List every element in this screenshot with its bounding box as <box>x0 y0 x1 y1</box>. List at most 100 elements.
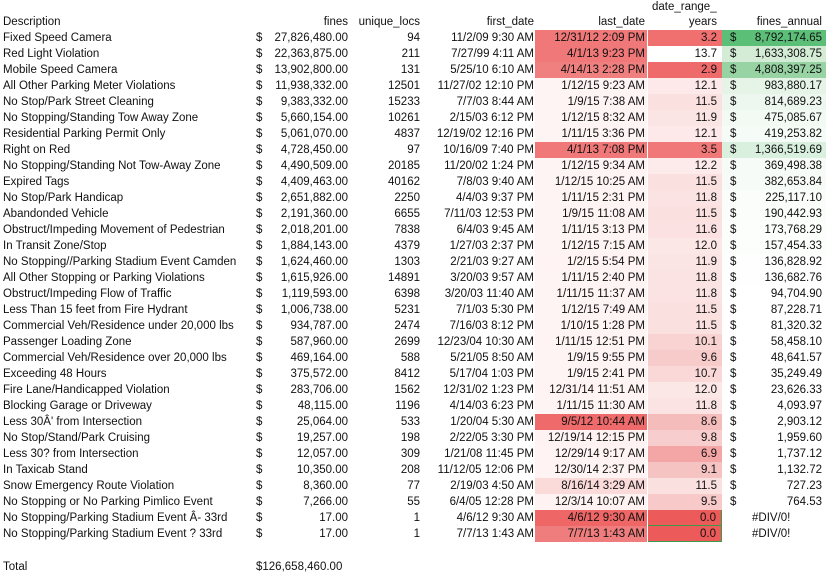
cell-last-date[interactable]: 1/9/15 2:41 PM <box>535 366 647 382</box>
cell-description[interactable]: No Stop/Park Street Cleaning <box>3 96 154 108</box>
cell-unique-locs[interactable]: 4379 <box>394 240 420 252</box>
cell-first-date[interactable]: 1/27/03 2:37 PM <box>449 240 534 252</box>
cell-unique-locs[interactable]: 2474 <box>394 320 420 332</box>
cell-first-date[interactable]: 12/19/02 12:16 PM <box>436 128 534 140</box>
cell-first-date[interactable]: 6/4/05 12:28 PM <box>449 496 534 508</box>
cell-first-date[interactable]: 3/20/03 9:57 AM <box>450 272 534 284</box>
cell-last-date[interactable]: 12/29/14 9:17 AM <box>535 446 647 462</box>
cell-fines[interactable]: 5,660,154.00 <box>280 112 348 124</box>
cell-first-date[interactable]: 10/16/09 7:40 PM <box>443 144 534 156</box>
cell-fines-annual[interactable]: $94,704.90 <box>722 286 826 302</box>
cell-unique-locs[interactable]: 8412 <box>394 368 420 380</box>
cell-last-date[interactable]: 1/12/15 7:15 AM <box>535 238 647 254</box>
cell-years[interactable]: 0.0 <box>648 510 722 526</box>
cell-first-date[interactable]: 4/14/03 6:23 PM <box>449 400 534 412</box>
cell-years[interactable]: 12.0 <box>648 382 722 398</box>
cell-fines[interactable]: 17.00 <box>319 528 348 540</box>
cell-last-date[interactable]: 1/11/15 3:36 PM <box>535 126 647 142</box>
cell-last-date[interactable]: 1/11/15 2:40 PM <box>535 270 647 286</box>
cell-description[interactable]: Commercial Veh/Residence over 20,000 lbs <box>3 352 227 364</box>
cell-first-date[interactable]: 7/7/13 1:43 AM <box>456 528 534 540</box>
cell-description[interactable]: No Stopping/Parking Stadium Event ? 33rd <box>3 528 223 540</box>
cell-fines[interactable]: 283,706.00 <box>290 384 348 396</box>
cell-fines-annual[interactable]: $1,132.72 <box>722 462 826 478</box>
cell-fines[interactable]: 8,360.00 <box>303 480 348 492</box>
cell-years[interactable]: 11.8 <box>648 190 722 206</box>
cell-unique-locs[interactable]: 533 <box>400 416 420 428</box>
cell-description[interactable]: Residential Parking Permit Only <box>3 128 166 140</box>
header-unique-locs[interactable]: unique_locs <box>358 16 420 28</box>
header-years[interactable]: years <box>688 16 717 28</box>
cell-years[interactable]: 6.9 <box>648 446 722 462</box>
cell-years[interactable]: 11.5 <box>648 318 722 334</box>
cell-fines-annual[interactable]: #DIV/0! <box>722 526 826 542</box>
cell-unique-locs[interactable]: 2699 <box>394 336 420 348</box>
cell-first-date[interactable]: 11/20/02 1:24 PM <box>444 160 534 172</box>
cell-description[interactable]: Less Than 15 feet from Fire Hydrant <box>3 304 188 316</box>
cell-years[interactable]: 11.5 <box>648 478 722 494</box>
cell-fines[interactable]: 10,350.00 <box>296 464 348 476</box>
cell-last-date[interactable]: 1/11/15 11:37 AM <box>535 286 647 302</box>
cell-unique-locs[interactable]: 211 <box>401 48 420 60</box>
cell-unique-locs[interactable]: 55 <box>407 496 420 508</box>
cell-fines-annual[interactable]: $4,093.97 <box>722 398 826 414</box>
cell-fines-annual[interactable]: $48,641.57 <box>722 350 826 366</box>
cell-first-date[interactable]: 7/27/99 4:11 AM <box>451 48 534 60</box>
cell-first-date[interactable]: 4/4/03 9:37 PM <box>456 192 534 204</box>
cell-years[interactable]: 9.6 <box>648 350 722 366</box>
cell-description[interactable]: All Other Parking Meter Violations <box>3 80 176 92</box>
cell-last-date[interactable]: 1/9/15 7:38 AM <box>535 94 647 110</box>
cell-fines-annual[interactable]: $1,737.12 <box>722 446 826 462</box>
cell-description[interactable]: Mobile Speed Camera <box>3 64 118 76</box>
cell-description[interactable]: No Stopping or No Parking Pimlico Event <box>3 496 213 508</box>
cell-description[interactable]: Red Light Violation <box>3 48 100 60</box>
cell-unique-locs[interactable]: 12501 <box>388 80 420 92</box>
cell-fines-annual[interactable]: #DIV/0! <box>722 510 826 526</box>
cell-fines[interactable]: 7,266.00 <box>303 496 348 508</box>
cell-last-date[interactable]: 4/1/13 7:08 PM <box>535 142 647 158</box>
cell-years[interactable]: 12.1 <box>648 126 722 142</box>
cell-years[interactable]: 3.2 <box>648 30 722 46</box>
cell-first-date[interactable]: 7/7/03 8:44 AM <box>456 96 534 108</box>
cell-last-date[interactable]: 9/5/12 10:44 AM <box>535 414 647 430</box>
cell-last-date[interactable]: 1/12/15 10:25 AM <box>535 174 647 190</box>
cell-fines-annual[interactable]: $727.23 <box>722 478 826 494</box>
cell-years[interactable]: 10.1 <box>648 334 722 350</box>
cell-description[interactable]: Less 30Â' from Intersection <box>3 416 142 428</box>
cell-first-date[interactable]: 1/21/08 11:45 PM <box>444 448 534 460</box>
cell-last-date[interactable]: 12/30/14 2:37 PM <box>535 462 647 478</box>
cell-fines-annual[interactable]: $23,626.33 <box>722 382 826 398</box>
cell-unique-locs[interactable]: 94 <box>407 32 420 44</box>
cell-fines-annual[interactable]: $1,366,519.69 <box>722 142 826 158</box>
cell-last-date[interactable]: 1/12/15 8:32 AM <box>535 110 647 126</box>
total-fines[interactable]: $126,658,460.00 <box>256 561 343 573</box>
cell-fines-annual[interactable]: $764.53 <box>722 494 826 510</box>
cell-first-date[interactable]: 5/25/10 6:10 AM <box>450 64 534 76</box>
cell-last-date[interactable]: 1/10/15 1:28 PM <box>535 318 647 334</box>
cell-fines[interactable]: 12,057.00 <box>296 448 348 460</box>
cell-years[interactable]: 9.1 <box>648 462 722 478</box>
cell-unique-locs[interactable]: 6655 <box>394 208 420 220</box>
cell-last-date[interactable]: 1/11/15 2:31 PM <box>535 190 647 206</box>
cell-last-date[interactable]: 1/9/15 11:08 AM <box>535 206 647 222</box>
cell-description[interactable]: No Stopping/Standing Not Tow-Away Zone <box>3 160 221 172</box>
cell-description[interactable]: No Stop/Park Handicap <box>3 192 124 204</box>
cell-last-date[interactable]: 8/16/14 3:29 AM <box>535 478 647 494</box>
cell-fines-annual[interactable]: $2,903.12 <box>722 414 826 430</box>
cell-years[interactable]: 11.9 <box>648 110 722 126</box>
cell-fines-annual[interactable]: $81,320.32 <box>722 318 826 334</box>
cell-description[interactable]: No Stop/Stand/Park Cruising <box>3 432 151 444</box>
cell-years[interactable]: 11.5 <box>648 206 722 222</box>
cell-years[interactable]: 9.5 <box>648 494 722 510</box>
cell-first-date[interactable]: 3/20/03 11:40 AM <box>444 288 534 300</box>
cell-fines[interactable]: 4,409,463.00 <box>280 176 348 188</box>
cell-fines-annual[interactable]: $173,768.29 <box>722 222 826 238</box>
cell-unique-locs[interactable]: 14891 <box>388 272 420 284</box>
cell-first-date[interactable]: 4/6/12 9:30 AM <box>456 512 534 524</box>
cell-description[interactable]: Obstruct/Impeding Movement of Pedestrian <box>3 224 225 236</box>
cell-unique-locs[interactable]: 7838 <box>394 224 420 236</box>
cell-description[interactable]: Snow Emergency Route Violation <box>3 480 175 492</box>
cell-fines-annual[interactable]: $157,454.33 <box>722 238 826 254</box>
cell-unique-locs[interactable]: 6398 <box>394 288 420 300</box>
cell-description[interactable]: Obstruct/Impeding Flow of Traffic <box>3 288 172 300</box>
